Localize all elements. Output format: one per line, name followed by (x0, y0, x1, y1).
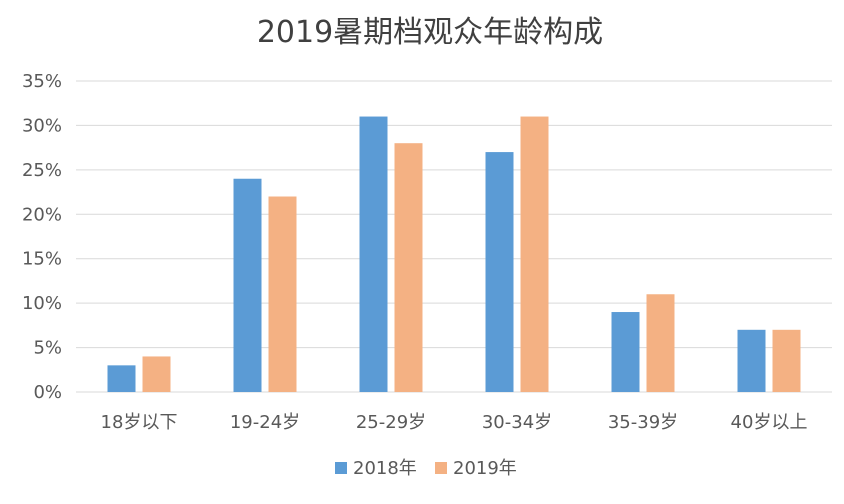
x-tick-label: 30-34岁 (482, 412, 552, 433)
x-tick-label: 35-39岁 (608, 412, 678, 433)
bar-2018-5 (737, 329, 766, 392)
y-tick-label: 0% (33, 382, 62, 403)
bars (107, 116, 801, 393)
x-tick-label: 19-24岁 (230, 412, 300, 433)
legend-swatch (435, 462, 447, 474)
bar-2018-0 (107, 365, 136, 392)
legend-swatch (335, 462, 347, 474)
legend-label: 2019年 (453, 458, 517, 479)
bar-2018-3 (485, 152, 514, 392)
bar-2018-4 (611, 312, 640, 392)
x-axis-tick-labels: 18岁以下 19-24岁 25-29岁 30-34岁 35-39岁 40岁以上 (101, 412, 808, 433)
bar-2019-4 (646, 294, 675, 392)
x-tick-label: 40岁以上 (731, 412, 808, 433)
y-axis-tick-labels: 0% 5% 10% 15% 20% 25% 30% 35% (22, 71, 62, 403)
bar-2019-2 (394, 143, 423, 392)
x-tick-label: 25-29岁 (356, 412, 426, 433)
bar-2019-0 (142, 356, 171, 392)
legend: 2018年 2019年 (335, 458, 517, 479)
legend-label: 2018年 (353, 458, 417, 479)
y-tick-label: 15% (22, 249, 62, 270)
gridlines (76, 80, 832, 393)
y-tick-label: 10% (22, 293, 62, 314)
y-tick-label: 20% (22, 204, 62, 225)
bar-2018-1 (233, 178, 262, 392)
y-tick-label: 30% (22, 115, 62, 136)
y-tick-label: 35% (22, 71, 62, 92)
bar-2018-2 (359, 116, 388, 393)
bar-2019-3 (520, 116, 549, 393)
y-tick-label: 25% (22, 160, 62, 181)
y-tick-label: 5% (33, 338, 62, 359)
x-tick-label: 18岁以下 (101, 412, 178, 433)
chart-title: 2019暑期档观众年龄构成 (257, 15, 603, 50)
bar-2019-1 (268, 196, 297, 392)
bar-2019-5 (772, 329, 801, 392)
